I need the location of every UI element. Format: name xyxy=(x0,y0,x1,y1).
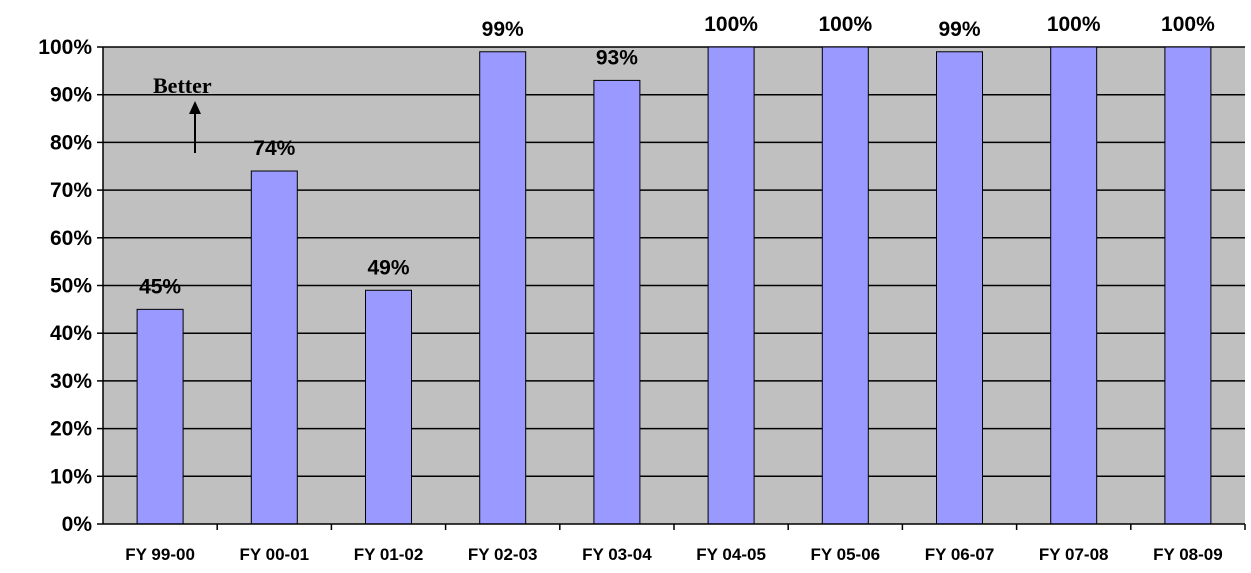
y-tick-label: 100% xyxy=(38,36,92,59)
better-label: Better xyxy=(153,73,212,98)
x-tick-label: FY 01-02 xyxy=(354,545,424,564)
x-tick-labels: FY 99-00 FY 00-01 FY 01-02 FY 02-03 FY 03-04… xyxy=(125,545,1222,564)
bar xyxy=(707,46,755,525)
x-tick-label: FY 08-09 xyxy=(1153,545,1223,564)
data-label: 99% xyxy=(938,18,980,41)
data-label: 100% xyxy=(818,13,872,36)
bars xyxy=(136,46,1212,525)
x-tick-label: FY 07-08 xyxy=(1039,545,1109,564)
x-tick-label: FY 04-05 xyxy=(696,545,766,564)
bar xyxy=(1050,46,1098,525)
data-label: 99% xyxy=(482,18,524,41)
data-label: 45% xyxy=(139,275,181,298)
data-labels: 45% 74% 49% 99% 93% 100% 100% 99% 100% 100% xyxy=(139,13,1215,298)
y-tick-label: 10% xyxy=(50,465,92,488)
data-label: 49% xyxy=(367,256,409,279)
better-arrowhead-icon xyxy=(189,101,201,114)
y-tick-label: 60% xyxy=(50,227,92,250)
data-label: 93% xyxy=(596,46,638,69)
better-annotation: Better xyxy=(153,73,212,153)
x-tick-label: FY 99-00 xyxy=(125,545,195,564)
bar xyxy=(365,289,412,525)
x-tick-label: FY 02-03 xyxy=(468,545,538,564)
y-tick-labels: 0% 10% 20% 30% 40% 50% 60% 70% 80% 90% 100% xyxy=(38,36,92,536)
bar xyxy=(936,51,983,525)
data-label: 100% xyxy=(1161,13,1215,36)
axes xyxy=(97,46,1246,530)
data-label: 100% xyxy=(1047,13,1101,36)
bar xyxy=(593,79,641,525)
x-tick-label: FY 06-07 xyxy=(925,545,995,564)
x-tick-label: FY 00-01 xyxy=(239,545,309,564)
x-tick-label: FY 05-06 xyxy=(810,545,880,564)
y-tick-label: 50% xyxy=(50,275,92,298)
bar xyxy=(1164,46,1212,525)
y-tick-label: 20% xyxy=(50,418,92,441)
x-tick-label: FY 03-04 xyxy=(582,545,652,564)
y-tick-label: 40% xyxy=(50,322,92,345)
y-tick-label: 90% xyxy=(50,84,92,107)
bar xyxy=(479,51,527,525)
data-label: 74% xyxy=(253,137,295,160)
y-tick-label: 30% xyxy=(50,370,92,393)
bar xyxy=(136,308,184,525)
data-label: 100% xyxy=(704,13,758,36)
y-tick-label: 70% xyxy=(50,179,92,202)
y-tick-label: 0% xyxy=(62,513,93,536)
bar xyxy=(821,46,869,525)
bar xyxy=(250,170,298,525)
y-tick-label: 80% xyxy=(50,131,92,154)
